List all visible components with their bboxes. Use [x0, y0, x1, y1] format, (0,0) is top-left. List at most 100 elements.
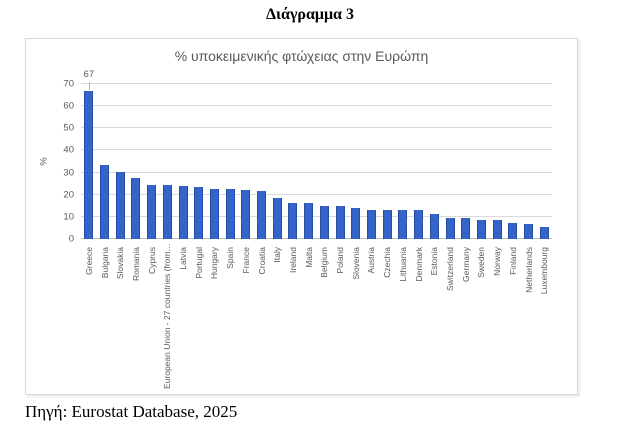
bar-finland [508, 223, 518, 239]
x-label-slot-italy: Italy [269, 245, 285, 391]
bar-slot-croatia [254, 84, 270, 239]
x-label-slot-poland: Poland [332, 245, 348, 391]
bar-bulgaria [100, 165, 110, 239]
x-label-slot-estonia: Estonia [426, 245, 442, 391]
bar-sweden [476, 219, 486, 239]
x-label-slot-finland: Finland [505, 245, 521, 391]
bar-malta [304, 202, 314, 239]
x-label-czechia: Czechia [382, 247, 393, 278]
source-note: Πηγή: Eurostat Database, 2025 [25, 402, 238, 421]
x-label-romania: Romania [130, 247, 141, 282]
x-label-slot-netherlands: Netherlands [521, 245, 537, 391]
x-label-slot-cyprus: Cyprus [144, 245, 160, 391]
gridline-40 [81, 149, 552, 151]
gridline-60 [81, 105, 552, 107]
chart-title: % υποκειμενικής φτώχειας στην Ευρώπη [174, 48, 429, 64]
x-label-slot-greece: Greece [81, 245, 97, 391]
x-label-finland: Finland [507, 247, 518, 275]
x-label-slot-lithuania: Lithuania [395, 245, 411, 391]
bar-italy [272, 197, 282, 239]
x-label-slot-germany: Germany [458, 245, 474, 391]
bar-spain [225, 189, 235, 239]
gridline-70 [81, 83, 552, 84]
x-label-france: France [240, 247, 251, 274]
bar-slot-norway [489, 84, 505, 239]
bar-slovenia [351, 207, 361, 239]
x-label-cyprus: Cyprus [146, 247, 157, 274]
figure-heading: Διάγραμμα 3 [266, 6, 354, 23]
x-label-slot-belgium: Belgium [317, 245, 333, 391]
bar-slot-finland [505, 84, 521, 239]
bar-slot-lithuania [395, 84, 411, 239]
x-label-slot-spain: Spain [222, 245, 238, 391]
x-axis-labels: Greece Bulgaria Slovakia Romania Cyprus Europ… [81, 243, 552, 391]
x-label-sweden: Sweden [476, 247, 487, 278]
x-label-slot-sweden: Sweden [474, 245, 490, 391]
x-label-slot-croatia: Croatia [254, 245, 270, 391]
bar-slot-latvia [175, 84, 191, 239]
bar-hungary [209, 188, 219, 239]
y-tick-70: 70 [63, 78, 74, 90]
x-label-bulgaria: Bulgaria [99, 247, 110, 279]
x-label-portugal: Portugal [193, 247, 204, 279]
bar-denmark [414, 210, 424, 239]
bar-slovakia [115, 172, 125, 239]
bar-slot-hungary [207, 84, 223, 239]
gridline-10 [81, 215, 552, 217]
data-label-leader-greece [88, 81, 90, 90]
bar-greece [84, 90, 94, 239]
x-label-norway: Norway [492, 247, 503, 276]
gridline-20 [81, 193, 552, 195]
bar-romania [131, 178, 141, 239]
x-label-slot-ireland: Ireland [285, 245, 301, 391]
x-label-slot-malta: Malta [301, 245, 317, 391]
bar-slot-european-union-27-countries-from [160, 84, 176, 239]
y-tick-60: 60 [63, 100, 74, 112]
x-label-european-union-27-countries-from: European Union - 27 countries (from… [162, 243, 173, 389]
bar-slot-slovakia [112, 84, 128, 239]
bar-slot-belgium [317, 84, 333, 239]
bar-slot-luxembourg [536, 84, 552, 239]
x-label-slot-luxembourg: Luxembourg [536, 245, 552, 391]
x-label-netherlands: Netherlands [523, 247, 534, 293]
bar-poland [335, 206, 345, 239]
x-label-slot-slovenia: Slovenia [348, 245, 364, 391]
x-label-estonia: Estonia [429, 247, 440, 276]
bar-netherlands [524, 223, 534, 239]
bar-slot-germany [458, 84, 474, 239]
bar-czechia [382, 209, 392, 239]
x-label-slot-romania: Romania [128, 245, 144, 391]
bar-lithuania [398, 210, 408, 239]
bar-norway [492, 219, 502, 239]
bar-slot-netherlands [521, 84, 537, 239]
x-label-austria: Austria [366, 247, 377, 274]
bar-slot-austria [364, 84, 380, 239]
bar-slot-greece: 67 [81, 69, 97, 239]
x-label-croatia: Croatia [256, 247, 267, 275]
bar-slot-romania [128, 84, 144, 239]
bar-ireland [288, 202, 298, 239]
x-label-slot-european-union-27-countries-from: European Union - 27 countries (from… [160, 243, 176, 391]
y-tick-40: 40 [63, 144, 74, 156]
data-label-greece: 67 [83, 68, 95, 80]
x-label-slot-switzerland: Switzerland [442, 245, 458, 391]
bar-croatia [257, 190, 267, 239]
x-label-slot-portugal: Portugal [191, 245, 207, 391]
bar-slot-poland [332, 84, 348, 239]
plot-area: 67 0 10 20 30 40 50 60 70 [63, 69, 552, 244]
gridline-0 [81, 238, 552, 239]
x-label-italy: Italy [272, 247, 283, 263]
bar-slot-denmark [411, 84, 427, 239]
x-label-slovakia: Slovakia [115, 247, 126, 280]
bar-slot-malta [301, 84, 317, 239]
bar-slot-bulgaria [97, 84, 113, 239]
x-label-slot-norway: Norway [489, 245, 505, 391]
x-label-slot-hungary: Hungary [207, 245, 223, 391]
x-label-slot-bulgaria: Bulgaria [97, 245, 113, 391]
bar-european-union-27-countries-from [162, 185, 172, 239]
x-label-denmark: Denmark [413, 247, 424, 282]
x-label-slot-austria: Austria [364, 245, 380, 391]
x-label-slot-denmark: Denmark [411, 245, 427, 391]
bar-austria [367, 209, 376, 239]
x-label-lithuania: Lithuania [397, 247, 408, 282]
